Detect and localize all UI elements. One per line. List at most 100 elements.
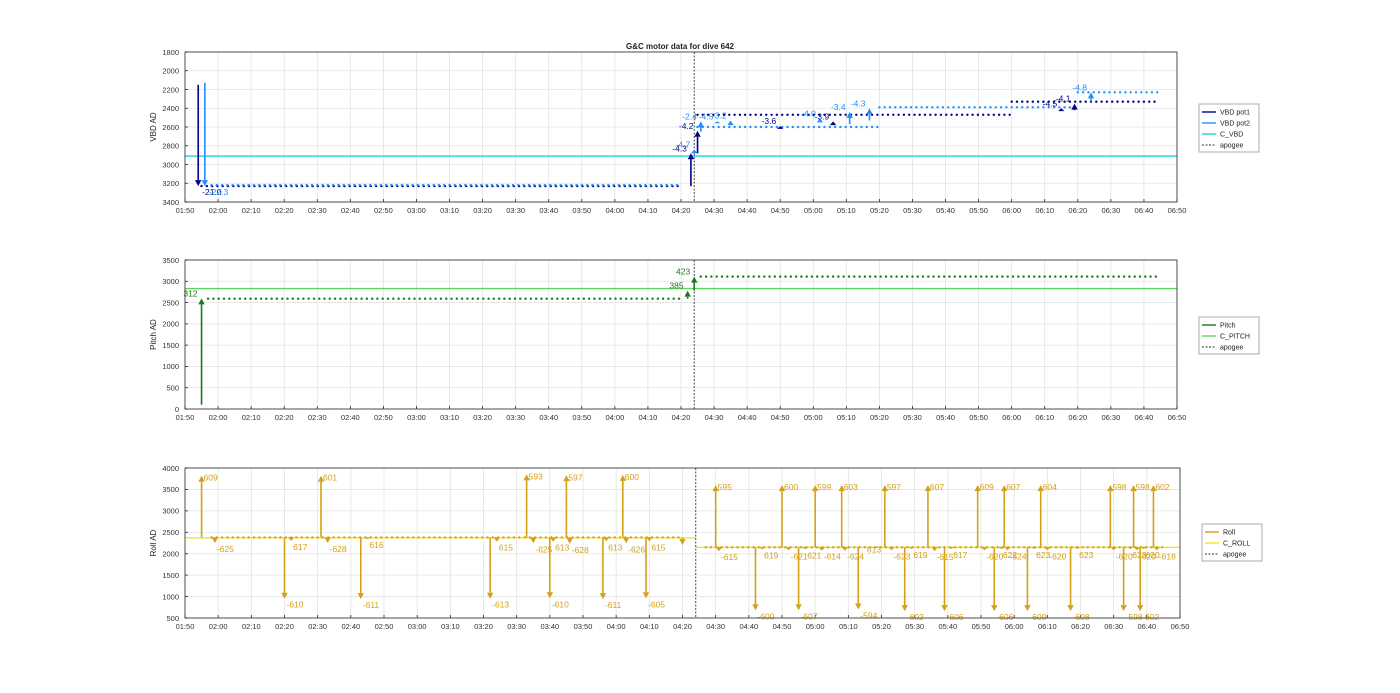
pitch-x-tick-label: 05:40 [936,413,955,422]
roll-spike-label: -611 [605,600,622,610]
vbd-pot2-point [406,183,409,187]
pitch-point [640,297,644,300]
pitch-x-tick-label: 06:20 [1068,413,1087,422]
vbd-y-axis-label: VBD AD [149,112,158,142]
roll-spike-arrowhead [778,485,786,492]
vbd-pot2-point [765,125,768,129]
pitch-point [492,297,495,300]
pitch-y-tick-label: 2000 [162,320,179,329]
vbd-pot2-point [421,183,425,187]
roll-point [938,546,941,549]
vbd-pot2-point [628,183,631,187]
pitch-x-tick-label: 01:50 [176,413,195,422]
vbd-pot2-move-arrowhead [866,108,873,115]
vbd-pot2-point [818,125,821,129]
roll-x-tick-label: 03:50 [574,622,593,631]
pitch-point [805,275,808,278]
roll-point [725,546,729,549]
vbd-pot2-move-arrowhead [1087,92,1095,99]
roll-point [672,536,675,539]
roll-point [343,536,346,539]
pitch-point [624,297,628,300]
roll-point [800,546,803,549]
roll-axes-frame [184,467,1181,619]
pitch-point [921,275,925,278]
roll-spike-label: -611 [363,600,380,610]
pitch-x-tick-label: 05:00 [804,413,823,422]
vbd-pot1-legend-label: VBD pot1 [1220,110,1250,117]
roll-spike-arrowhead [1150,485,1157,492]
vbd-pot2-point [920,106,923,109]
vbd-x-tick-label: 01:50 [176,206,195,215]
vbd-pot1-point [765,113,768,117]
roll-spike-label: -605 [648,599,665,609]
vbd-pot2-point [989,106,992,109]
roll-point [412,536,415,539]
roll-point [1065,546,1068,549]
vbd-pot1-move-arrowhead [1058,108,1065,112]
roll-point [816,546,819,549]
vbd-pot1-point [701,113,704,117]
vbd-pot2-point [226,183,229,187]
pitch-point [1048,275,1052,278]
vbd-pot1-point [939,113,943,117]
roll-x-tick-label: 04:20 [673,622,692,631]
pitch-point [826,275,829,278]
vbd-pot1-point [775,113,779,117]
pitch-point [831,275,835,278]
pitch-point [1138,275,1142,278]
pitch-point [656,297,660,300]
roll-point [900,546,904,549]
vbd-pot2-point [236,183,240,187]
roll-point [613,536,616,539]
pitch-point [763,275,766,278]
roll-point [906,546,909,549]
vbd-pot1-point [918,113,921,117]
pitch-point [768,275,771,278]
vbd-pot2-point [1113,91,1117,94]
pitch-point [328,297,331,300]
roll-point [374,536,378,539]
vbd-pot1-point [1079,100,1082,103]
roll-x-tick-label: 02:40 [341,622,360,631]
vbd-pot2-point [754,125,757,129]
vbd-pot2-point [865,125,868,129]
vbd-pot1-move-label: -4.2 [679,121,694,131]
roll-point [618,536,622,539]
roll-spike-label: -624 [847,552,864,562]
vbd-pot2-point [743,125,747,129]
vbd-pot2-point [252,183,255,187]
vbd-pot2-move-label: -3.2 [712,110,727,120]
vbd-pot2-point [722,125,726,129]
vbd-pot1-point [1063,100,1066,103]
vbd-pot1-point [733,113,736,117]
roll-point [433,536,436,539]
pitch-point [587,297,591,300]
roll-point [831,546,835,549]
roll-spike-arrowhead [1004,547,1011,551]
vbd-pot2-point [957,106,960,109]
vbd-pot1-move-label: -4.3 [672,143,687,153]
vbd-pot2-point [1076,91,1080,94]
pitch-point [1022,275,1025,278]
roll-y-tick-label: 2000 [162,550,179,559]
pitch-point [1059,275,1062,278]
vbd-pot2-point [464,183,467,187]
pitch-point [884,275,888,278]
roll-point [1097,546,1100,549]
pitch-move-arrowhead [684,290,691,297]
vbd-pot2-point [294,183,298,187]
vbd-pot1-point [1142,100,1146,103]
vbd-pot1-move-arrowhead [687,153,695,160]
pitch-point [1091,275,1094,278]
roll-point [263,536,266,539]
vbd-pot1-point [1100,100,1103,103]
vbd-pot2-point [717,125,720,129]
pitch-point [365,297,369,300]
roll-point [666,536,670,539]
vbd-pot2-point [999,106,1003,109]
roll-point [969,546,973,549]
pitch-x-tick-label: 06:10 [1035,413,1054,422]
vbd-pot2-point [257,183,261,187]
vbd-pot2-move-label: -4.8 [1072,82,1087,92]
